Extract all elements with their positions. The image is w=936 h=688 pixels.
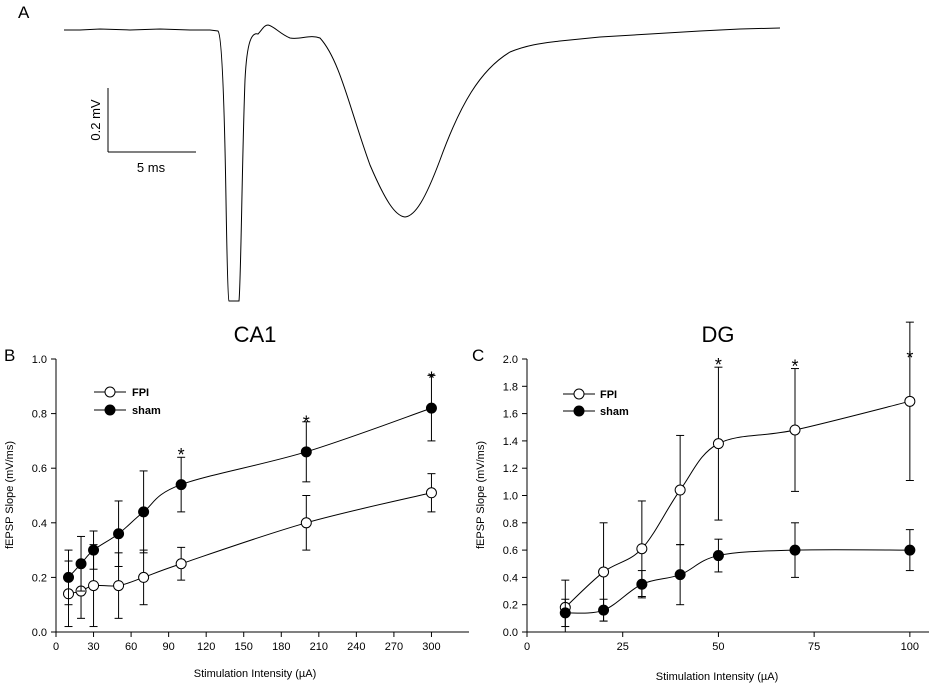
- panel-c-y-tick-label: 0.8: [503, 518, 518, 530]
- panel-c-y-tick-label: 1.4: [503, 436, 518, 448]
- panel-b-fpi-point: [138, 571, 150, 583]
- scale-time-label: 5 ms: [137, 160, 166, 175]
- panel-b-sham-line: [68, 407, 432, 578]
- field-potential-trace: [64, 24, 781, 302]
- panel-c-label: C: [472, 346, 484, 365]
- panel-b-x-tick-label: 0: [53, 641, 59, 653]
- panel-b-x-tick-label: 270: [385, 641, 403, 653]
- panel-b-label: B: [4, 346, 15, 365]
- panel-b-x-tick-label: 90: [163, 641, 175, 653]
- panel-b-chart: B CA1 Stimulation Intensity (µA) fEPSP S…: [4, 322, 469, 680]
- legend-fpi-label: FPI: [132, 387, 149, 399]
- panel-c-x-tick-label: 50: [712, 641, 724, 653]
- panel-c-y-tick-label: 1.2: [503, 463, 518, 475]
- legend-sham-label: sham: [132, 405, 161, 417]
- panel-c-y-tick-label: 0.0: [503, 627, 518, 639]
- panel-b-x-tick-label: 300: [422, 641, 440, 653]
- panel-c-y-tick-label: 0.4: [503, 572, 518, 584]
- panel-c-fpi-point: [904, 395, 916, 407]
- panel-c-sham-point: [598, 604, 610, 616]
- panel-b-y-tick-label: 0.8: [32, 409, 47, 421]
- panel-b-xlabel: Stimulation Intensity (µA): [194, 668, 317, 680]
- legend-fpi-marker: [573, 388, 585, 400]
- panel-c-y-tick-label: 2.0: [503, 354, 518, 366]
- panel-b-legend: FPI sham: [94, 386, 161, 417]
- panel-b-y-tick-label: 0.4: [32, 518, 47, 530]
- legend-sham-marker: [104, 404, 116, 416]
- panel-c-y-tick-label: 0.6: [503, 545, 518, 557]
- panel-b-sham-point: [113, 528, 125, 540]
- panel-b-significance-star: *: [303, 412, 310, 432]
- panel-a-label: A: [18, 3, 30, 22]
- panel-b-significance-star: *: [178, 445, 185, 465]
- panel-c-legend: FPI sham: [563, 388, 629, 418]
- legend-sham-label: sham: [600, 406, 629, 418]
- panel-c-xlabel: Stimulation Intensity (µA): [656, 671, 779, 683]
- panel-c-fpi-line: [564, 400, 910, 608]
- panel-b-ylabel: fEPSP Slope (mV/ms): [4, 441, 16, 549]
- panel-c-sham-line: [565, 549, 910, 614]
- panel-b-sham-point: [175, 479, 187, 491]
- panel-c-chart: C DG Stimulation Intensity (µA) fEPSP Sl…: [472, 321, 929, 683]
- panel-c-y-tick-label: 0.2: [503, 600, 518, 612]
- panel-c-fpi-point: [674, 484, 686, 496]
- panel-b-fpi-point: [300, 517, 312, 529]
- panel-b-x-tick-label: 240: [347, 641, 365, 653]
- scale-voltage-label: 0.2 mV: [88, 99, 103, 141]
- panel-c-significance-star: *: [715, 355, 722, 375]
- panel-c-title: DG: [702, 322, 735, 347]
- panel-b-sham-point: [75, 558, 87, 570]
- panel-b-sham-point: [88, 544, 100, 556]
- panel-c-sham-point: [636, 578, 648, 590]
- panel-c-significance-star: *: [791, 356, 798, 376]
- panel-c-fpi-point: [712, 438, 724, 450]
- panel-b-fpi-line: [68, 492, 432, 595]
- legend-fpi-label: FPI: [600, 389, 617, 401]
- panel-c-x-tick-label: 75: [808, 641, 820, 653]
- panel-b-y-tick-label: 0.0: [32, 627, 47, 639]
- panel-c-sham-point: [712, 550, 724, 562]
- panel-c-y-tick-label: 1.0: [503, 491, 518, 503]
- panel-b-x-tick-label: 30: [87, 641, 99, 653]
- panel-c-sham-point: [674, 569, 686, 581]
- panel-b-fpi-point: [88, 580, 100, 592]
- panel-b-fpi-point: [425, 487, 437, 499]
- panel-c-x-tick-label: 25: [617, 641, 629, 653]
- panel-b-sham-point: [138, 506, 150, 518]
- legend-fpi-marker: [104, 386, 116, 398]
- panel-b-y-tick-label: 0.2: [32, 572, 47, 584]
- panel-c-significance-star: *: [906, 348, 913, 368]
- panel-c-ylabel: fEPSP Slope (mV/ms): [475, 441, 487, 549]
- panel-c-sham-point: [789, 544, 801, 556]
- panel-c-x-tick-label: 100: [901, 641, 919, 653]
- panel-b-y-tick-label: 0.6: [32, 463, 47, 475]
- panel-c-y-tick-label: 1.8: [503, 381, 518, 393]
- panel-b-x-tick-label: 60: [125, 641, 137, 653]
- panel-c-x-tick-label: 0: [524, 641, 530, 653]
- panel-c-sham-point: [904, 544, 916, 556]
- panel-b-sham-point: [300, 446, 312, 458]
- panel-c-sham-point: [559, 607, 571, 619]
- panel-c-fpi-point: [636, 543, 648, 555]
- panel-b-fpi-point: [113, 580, 125, 592]
- panel-b-title: CA1: [234, 322, 277, 347]
- panel-b-x-tick-label: 210: [310, 641, 328, 653]
- legend-sham-marker: [573, 405, 585, 417]
- panel-c-fpi-point: [789, 424, 801, 436]
- panel-b-y-tick-label: 1.0: [32, 354, 47, 366]
- panel-b-x-tick-label: 150: [235, 641, 253, 653]
- panel-b-x-tick-label: 120: [197, 641, 215, 653]
- panel-b-sham-point: [425, 402, 437, 414]
- panel-b-significance-star: *: [428, 369, 435, 389]
- panel-b-fpi-point: [175, 558, 187, 570]
- panel-c-fpi-point: [598, 566, 610, 578]
- panel-c-y-tick-label: 1.6: [503, 409, 518, 421]
- panel-b-x-tick-label: 180: [272, 641, 290, 653]
- panel-b-sham-point: [63, 571, 75, 583]
